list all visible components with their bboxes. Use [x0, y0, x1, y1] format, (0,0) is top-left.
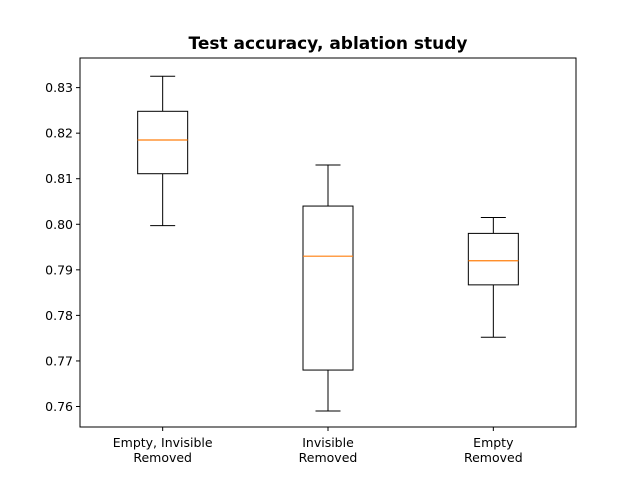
x-tick-label: Removed [133, 450, 192, 465]
axes-frame [79, 57, 577, 428]
y-tick-label: 0.80 [45, 217, 73, 232]
x-tick-label: Removed [299, 450, 358, 465]
y-tick-label: 0.77 [45, 353, 73, 368]
plot-area: 0.76 0.77 0.78 0.79 0.80 0.81 0.82 0.83 Empty, I… [45, 57, 577, 465]
chart-title: Test accuracy, ablation study [188, 34, 467, 54]
y-tick-label: 0.78 [45, 308, 73, 323]
y-tick-label: 0.82 [45, 126, 73, 141]
y-tick-label: 0.81 [45, 171, 73, 186]
y-tick-label: 0.76 [45, 399, 73, 414]
x-tick-label: Removed [464, 450, 523, 465]
x-tick-label: Invisible [302, 435, 354, 450]
y-tick-label: 0.79 [45, 262, 73, 277]
x-tick-label: Empty, Invisible [113, 435, 213, 450]
y-tick-label: 0.83 [45, 80, 73, 95]
x-tick-label: Empty [473, 435, 514, 450]
box-iqr [302, 205, 354, 371]
box-iqr [137, 110, 189, 175]
box-iqr [467, 232, 519, 286]
